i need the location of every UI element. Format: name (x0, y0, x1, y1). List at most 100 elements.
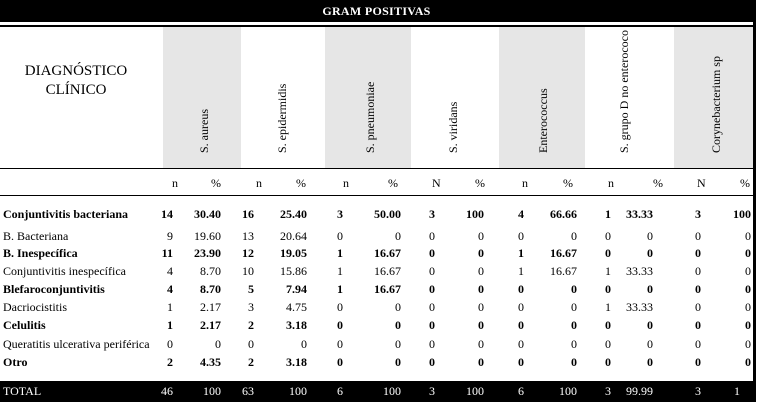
total-cell: 63 (242, 384, 254, 398)
table-cell: 2.17 (200, 318, 221, 332)
table-cell: 3.18 (286, 355, 307, 369)
row-label: B. Inespecífica (3, 246, 78, 260)
table-cell: 0 (518, 318, 524, 332)
table-cell: 2.17 (200, 300, 221, 314)
table-cell: 0 (745, 355, 751, 369)
table-cell: 0 (215, 337, 221, 351)
table-cell: 0 (518, 229, 524, 243)
table-cell: 0 (647, 355, 653, 369)
table-cell: 0 (337, 318, 343, 332)
table-cell: 33.33 (626, 300, 653, 314)
total-cell: 3 (429, 384, 435, 398)
table-cell: 4.35 (200, 355, 221, 369)
row-label: Dacriocistitis (3, 300, 67, 314)
table-cell: 0 (337, 337, 343, 351)
table-cell: 0 (518, 355, 524, 369)
table-cell: 0 (395, 318, 401, 332)
table-cell: 15.86 (280, 264, 307, 278)
table-cell: 13 (242, 229, 254, 243)
table-cell: 0 (571, 337, 577, 351)
subheader-cell: % (740, 176, 750, 190)
table-cell: 0 (695, 337, 701, 351)
table-cell: 2 (248, 318, 254, 332)
table-cell: 0 (518, 337, 524, 351)
table-cell: 0 (647, 229, 653, 243)
table-cell: 1 (337, 246, 343, 260)
table-cell: 0 (248, 337, 254, 351)
table-cell: 0 (571, 318, 577, 332)
subheader-cell: n (522, 176, 528, 190)
row-label: Conjuntivitis inespecífica (3, 264, 126, 278)
column-shade (674, 27, 753, 169)
table-cell: 0 (478, 337, 484, 351)
table-cell: 0 (647, 318, 653, 332)
subheader-cell: % (388, 176, 398, 190)
column-shade (163, 27, 241, 169)
table-cell: 4 (167, 282, 173, 296)
table-cell: 0 (478, 282, 484, 296)
table-cell: 10 (242, 264, 254, 278)
table-cell: 0 (605, 229, 611, 243)
table-cell: 0 (337, 355, 343, 369)
table-cell: 0 (745, 300, 751, 314)
table-cell: 0 (518, 300, 524, 314)
table-cell: 0 (429, 300, 435, 314)
total-cell: 6 (518, 384, 524, 398)
table-cell: 3 (248, 300, 254, 314)
table-cell: 4 (167, 264, 173, 278)
table-cell: 0 (745, 246, 751, 260)
row-label: Celulitis (3, 318, 46, 332)
total-row: TOTAL 46 100 63 100 6 100 3 100 6 100 3 99.99 3 1 (0, 381, 753, 402)
table-cell: 0 (605, 337, 611, 351)
table-cell: 23.90 (194, 246, 221, 260)
total-cell: 1 (734, 384, 740, 398)
table-cell: 0 (395, 355, 401, 369)
table-cell: 1 (167, 300, 173, 314)
organism-header: Enterococcus (536, 88, 550, 153)
total-label: TOTAL (3, 384, 42, 398)
table-cell: 11 (161, 246, 173, 260)
subheader-cell: n (256, 176, 262, 190)
table-cell: 0 (478, 300, 484, 314)
subheader-cell: n (172, 176, 178, 190)
table-cell: 12 (242, 246, 254, 260)
row-label: Queratitis ulcerativa periférica (3, 337, 150, 351)
table-cell: 0 (571, 229, 577, 243)
table-cell: 0 (301, 337, 307, 351)
table-cell: 0 (429, 282, 435, 296)
total-cell: 100 (383, 384, 401, 398)
table-cell: 0 (478, 355, 484, 369)
total-cell: 6 (337, 384, 343, 398)
table-cell: 2 (167, 355, 173, 369)
table-cell: 0 (337, 229, 343, 243)
table-cell: 1 (605, 264, 611, 278)
table-cell: 1 (337, 264, 343, 278)
table-cell: 4 (518, 207, 524, 221)
table-cell: 0 (695, 318, 701, 332)
table-cell: 0 (395, 337, 401, 351)
total-cell: 100 (289, 384, 307, 398)
table-cell: 0 (745, 318, 751, 332)
table-cell: 1 (518, 264, 524, 278)
table-cell: 1 (337, 282, 343, 296)
table-title: GRAM POSITIVAS (0, 0, 753, 22)
table-cell: 0 (571, 300, 577, 314)
table-cell: 3.18 (286, 318, 307, 332)
table-cell: 4.75 (286, 300, 307, 314)
row-label: B. Bacteriana (3, 229, 69, 243)
table-cell: 1 (605, 300, 611, 314)
table-cell: 33.33 (626, 207, 653, 221)
table-cell: 16.67 (374, 246, 401, 260)
divider (0, 168, 753, 169)
table-cell: 19.60 (194, 229, 221, 243)
table-cell: 1 (605, 207, 611, 221)
table-cell: 0 (695, 282, 701, 296)
subheader-cell: % (296, 176, 306, 190)
table-cell: 0 (429, 264, 435, 278)
table-cell: 3 (429, 207, 435, 221)
table-cell: 19.05 (280, 246, 307, 260)
table-cell: 100 (466, 207, 484, 221)
table-cell: 0 (478, 229, 484, 243)
table-cell: 0 (478, 264, 484, 278)
